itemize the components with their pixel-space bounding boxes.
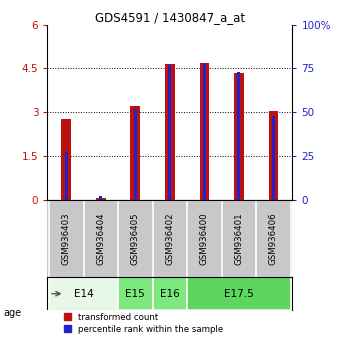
Text: GSM936402: GSM936402 — [165, 212, 174, 265]
Legend: transformed count, percentile rank within the sample: transformed count, percentile rank withi… — [64, 313, 223, 334]
Text: E17.5: E17.5 — [224, 289, 254, 299]
Bar — [234, 73, 244, 200]
Bar — [130, 106, 140, 200]
Title: GDS4591 / 1430847_a_at: GDS4591 / 1430847_a_at — [95, 11, 245, 24]
Bar — [99, 196, 102, 200]
Text: E15: E15 — [125, 289, 145, 299]
Bar — [96, 198, 106, 200]
Bar — [134, 109, 137, 200]
Bar — [49, 277, 118, 310]
Text: GSM936400: GSM936400 — [200, 212, 209, 265]
Text: GSM936405: GSM936405 — [131, 212, 140, 265]
Text: GSM936406: GSM936406 — [269, 212, 278, 265]
Bar — [62, 119, 71, 200]
Text: GSM936401: GSM936401 — [234, 212, 243, 265]
Bar — [165, 64, 175, 200]
Bar — [65, 152, 68, 200]
Bar — [152, 277, 187, 310]
Bar — [203, 63, 206, 200]
Bar — [168, 65, 171, 200]
Text: E16: E16 — [160, 289, 180, 299]
Bar — [199, 63, 209, 200]
Bar — [237, 72, 240, 200]
Bar — [272, 116, 275, 200]
Text: age: age — [3, 308, 22, 318]
Text: GSM936404: GSM936404 — [96, 212, 105, 265]
Bar — [187, 277, 291, 310]
Text: E14: E14 — [74, 289, 93, 299]
Bar — [118, 277, 152, 310]
Text: GSM936403: GSM936403 — [62, 212, 71, 265]
Bar — [269, 111, 278, 200]
